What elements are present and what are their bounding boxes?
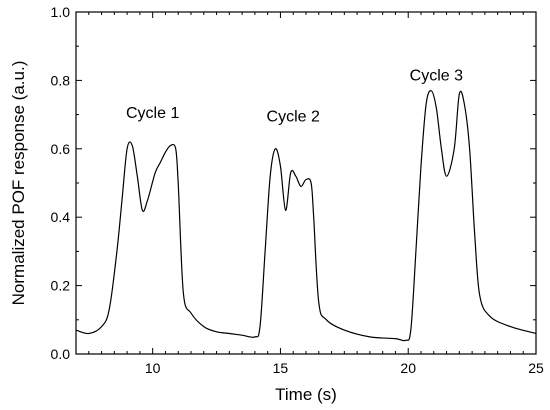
y-tick-label: 0.0: [51, 346, 71, 362]
x-tick-label: 15: [273, 360, 289, 376]
y-tick-label: 0.2: [51, 278, 71, 294]
series-line: [75, 90, 537, 342]
y-tick-label: 0.8: [51, 72, 71, 88]
y-tick-label: 0.4: [51, 209, 71, 225]
y-axis: 0.0 0.2 0.4 0.6 0.8 1.0: [51, 4, 536, 362]
cycle-annotation: Cycle 3: [410, 67, 463, 84]
cycle-annotation: Cycle 2: [267, 108, 320, 125]
x-tick-label: 25: [528, 360, 544, 376]
x-axis-title: Time (s): [275, 385, 337, 404]
annotations: Cycle 1 Cycle 2 Cycle 3: [126, 67, 463, 125]
cycle-annotation: Cycle 1: [126, 105, 179, 122]
plot-frame: [75, 11, 537, 355]
y-tick-label: 0.6: [51, 141, 71, 157]
x-tick-label: 10: [145, 360, 161, 376]
x-axis: 10 15 20 25: [88, 12, 544, 376]
y-axis-title: Normalized POF response (a.u.): [9, 61, 28, 306]
x-tick-label: 20: [400, 360, 416, 376]
y-tick-label: 1.0: [51, 4, 71, 20]
